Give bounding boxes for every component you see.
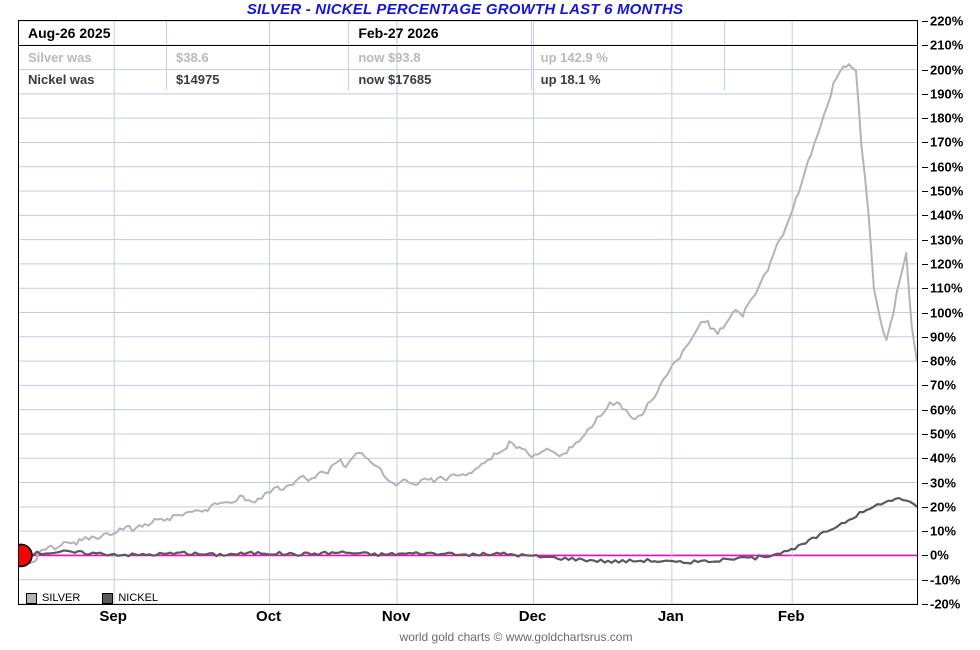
cell-silver-label: Silver was: [19, 45, 168, 68]
credit-text: world gold charts © www.goldchartsrus.co…: [399, 630, 633, 644]
y-axis-label: 70%: [930, 377, 957, 393]
y-axis-label: 90%: [930, 329, 957, 345]
y-axis-label: 10%: [930, 523, 957, 539]
y-axis-tick: [922, 239, 928, 241]
y-axis-tick: [922, 21, 928, 22]
legend-item-silver: SILVER: [26, 592, 80, 604]
y-axis-label: 220%: [930, 13, 964, 29]
y-axis-label: 180%: [930, 110, 964, 126]
y-axis-label: 50%: [930, 426, 957, 442]
chart-legend: SILVER NICKEL: [26, 592, 158, 604]
cell-nickel-was: $14975: [166, 68, 350, 90]
y-axis-label: 120%: [930, 256, 964, 272]
cell-silver-blank: [725, 46, 918, 69]
page-title: SILVER - NICKEL PERCENTAGE GROWTH LAST 6…: [246, 1, 684, 18]
series-line-nickel: [19, 496, 917, 565]
chart-canvas: [19, 21, 917, 604]
x-axis-label: Oct: [256, 608, 282, 625]
y-axis-label: 110%: [930, 280, 963, 296]
y-axis-label: 210%: [930, 37, 964, 53]
y-axis: 220% 210% 200% 190% 180% 170% 160% 150% 140% 130%…: [922, 15, 980, 611]
chart-gridlines: [19, 21, 917, 604]
cell-nickel-blank: [725, 68, 918, 90]
cell-dates-blank2: [531, 21, 726, 46]
y-axis-tick: [922, 385, 928, 387]
y-axis-tick: [922, 336, 928, 338]
y-axis-label: 190%: [930, 86, 964, 102]
cell-silver-was: $38.6: [166, 45, 350, 68]
cell-silver-now: now $93.8: [348, 45, 532, 68]
table-row-dates: Aug-26 2025 Feb-27 2026: [19, 21, 918, 46]
y-axis-label: 100%: [930, 305, 964, 320]
y-axis-tick: [922, 312, 928, 314]
y-axis-tick: [922, 433, 928, 435]
cell-dates-blank1: [166, 21, 350, 46]
y-axis-tick: [922, 506, 928, 508]
footer-credit: world gold charts © www.goldchartsrus.co…: [0, 630, 980, 644]
y-axis-tick: [922, 361, 928, 363]
x-axis-label: Nov: [381, 608, 411, 625]
x-axis-label: Sep: [99, 608, 127, 625]
x-axis: Sep Oct Nov Dec Jan Feb: [0, 608, 980, 638]
y-axis-label: 150%: [930, 183, 964, 199]
y-axis-label: 130%: [930, 232, 964, 248]
y-axis-tick: [922, 531, 928, 533]
x-axis-label: Jan: [657, 608, 684, 625]
cell-nickel-label: Nickel was: [19, 68, 168, 90]
legend-label-nickel: NICKEL: [118, 592, 159, 604]
y-axis-label: 40%: [930, 450, 957, 466]
y-axis-label: 60%: [930, 402, 957, 418]
y-axis-label: -10%: [930, 572, 961, 588]
y-axis-label: 30%: [930, 475, 957, 491]
y-axis-tick: [922, 482, 928, 484]
summary-table: Aug-26 2025 Feb-27 2026 Silver was $38.6…: [19, 21, 918, 90]
y-axis-tick: [922, 579, 928, 581]
legend-swatch-nickel-icon: [102, 592, 114, 604]
table-row-nickel: Nickel was $14975 now $17685 up 18.1 %: [19, 68, 918, 90]
y-axis-label: 0%: [930, 547, 949, 563]
table-row-silver: Silver was $38.6 now $93.8 up 142.9 %: [19, 45, 918, 69]
y-axis-tick: [922, 45, 928, 47]
legend-item-nickel: NICKEL: [102, 592, 158, 604]
y-axis-label: 160%: [930, 159, 964, 175]
cell-nickel-now: now $17685: [348, 68, 532, 90]
y-axis-tick: [922, 604, 928, 605]
y-axis-label: 170%: [930, 134, 964, 150]
series-line-silver: [19, 63, 917, 565]
x-axis-label: Dec: [518, 608, 547, 625]
cell-silver-change: up 142.9 %: [531, 45, 726, 68]
y-axis-tick: [922, 118, 928, 120]
y-axis-label: 200%: [930, 62, 964, 78]
y-axis-label: 20%: [930, 499, 957, 515]
chart-plot-area: [18, 20, 918, 605]
y-axis-tick: [922, 409, 928, 411]
y-axis-tick: [922, 263, 928, 265]
y-axis-label: 80%: [930, 353, 957, 369]
y-axis-label: 140%: [930, 207, 964, 223]
y-axis-label: -20%: [930, 596, 961, 612]
cell-dates-blank3: [724, 21, 918, 46]
x-axis-label: Feb: [777, 608, 805, 625]
y-axis-tick: [922, 191, 928, 193]
start-marker-icon: [19, 543, 33, 568]
y-axis-tick: [922, 93, 928, 95]
y-axis-tick: [922, 458, 928, 460]
cell-nickel-change: up 18.1 %: [531, 68, 726, 90]
legend-label-silver: SILVER: [42, 592, 81, 604]
legend-swatch-silver-icon: [26, 592, 37, 604]
y-axis-tick: [922, 69, 928, 71]
y-axis-tick: [922, 142, 928, 144]
cell-end-date: Feb-27 2026: [348, 21, 532, 46]
y-axis-tick: [922, 166, 928, 168]
y-axis-tick: [922, 288, 928, 290]
chart-series-layer: [19, 63, 917, 568]
cell-start-date: Aug-26 2025: [19, 21, 168, 46]
y-axis-tick: [922, 555, 928, 557]
y-axis-tick: [922, 215, 928, 217]
